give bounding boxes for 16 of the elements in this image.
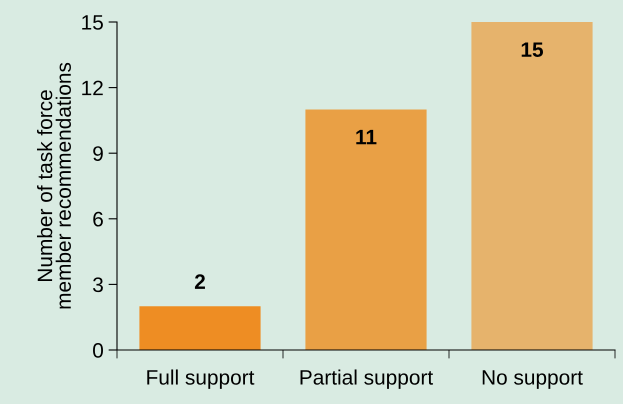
y-tick-label: 0	[93, 343, 103, 358]
y-tick-label: 12	[82, 80, 103, 96]
data-label: 2	[194, 274, 205, 289]
y-tick-label: 3	[93, 277, 103, 292]
x-tick-label: No support	[482, 370, 583, 389]
y-tick-label: 6	[93, 212, 103, 227]
bar	[471, 22, 593, 350]
bar	[139, 306, 261, 350]
y-tick-label: 15	[82, 15, 103, 30]
x-tick-label: Partial support	[300, 369, 434, 389]
y-axis-title: Number of task force member recommendations	[36, 62, 71, 308]
x-tick-label: Full support	[147, 369, 254, 389]
data-label: 11	[356, 130, 376, 144]
y-tick-label: 9	[93, 146, 103, 161]
bar	[305, 109, 427, 350]
data-label: 15	[522, 42, 544, 57]
